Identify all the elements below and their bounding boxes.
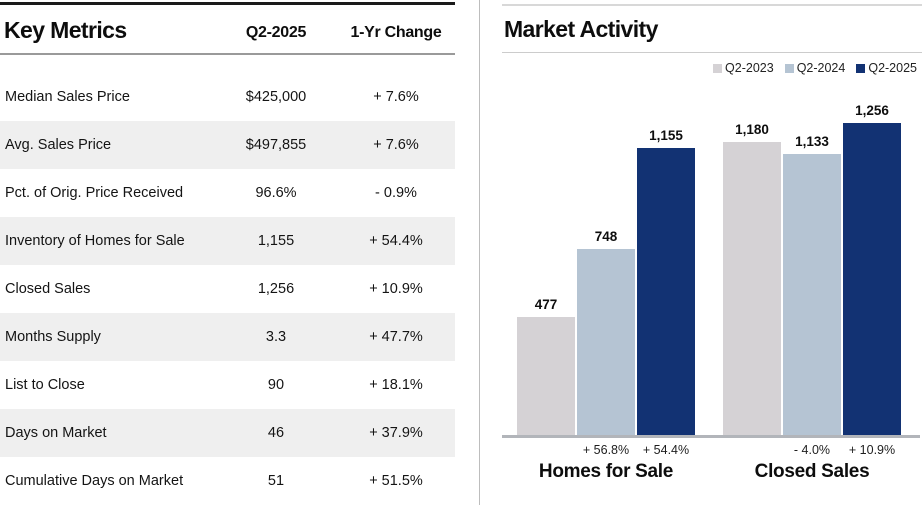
group-label-block: - 4.0% + 10.9% Closed Sales — [723, 443, 901, 483]
bar — [577, 249, 635, 435]
metric-value: 51 — [267, 473, 285, 489]
table-row: Pct. of Orig. Price Received 96.6% - 0.9% — [0, 169, 455, 217]
metric-value: 1,155 — [257, 233, 295, 249]
key-metrics-header: Key Metrics Q2-2025 1-Yr Change — [0, 5, 455, 55]
metric-change: + 47.7% — [369, 329, 423, 345]
bar — [783, 154, 841, 435]
metric-label: Cumulative Days on Market — [5, 473, 184, 489]
metric-label: Closed Sales — [5, 281, 91, 297]
panel-divider — [479, 0, 480, 505]
bar-slot: 1,256 — [843, 103, 901, 435]
metric-label: Days on Market — [5, 425, 107, 441]
change-label — [517, 443, 575, 457]
bar-chart: 477 748 1,155 1,180 1,133 1,256 + 56.8% + 54.4… — [502, 6, 922, 506]
category-label: Closed Sales — [754, 461, 870, 482]
change-label — [723, 443, 781, 457]
metric-value: 96.6% — [255, 185, 297, 201]
legend-swatch-icon — [713, 63, 723, 73]
key-metrics-panel: Key Metrics Q2-2025 1-Yr Change Median S… — [0, 2, 455, 505]
table-row: Closed Sales 1,256 + 10.9% — [0, 265, 455, 313]
bars-area: 477 748 1,155 1,180 1,133 1,256 — [517, 6, 901, 435]
metric-label: List to Close — [5, 377, 85, 393]
market-activity-panel: Market Activity Q2-2023 Q2-2024 Q2-2025 47… — [502, 4, 922, 504]
bar-group: 477 748 1,155 — [517, 128, 695, 435]
table-row: Median Sales Price $425,000 + 7.6% — [0, 73, 455, 121]
metric-label: Months Supply — [5, 329, 101, 345]
change-label: - 4.0% — [793, 443, 831, 457]
bar-slot: 477 — [517, 297, 575, 435]
legend-swatch-icon — [784, 63, 794, 73]
table-row: Days on Market 46 + 37.9% — [0, 409, 455, 457]
bar-value-label: 1,180 — [735, 122, 769, 137]
bar-slot: 1,180 — [723, 122, 781, 435]
change-label: + 54.4% — [642, 443, 690, 457]
table-row: Cumulative Days on Market 51 + 51.5% — [0, 457, 455, 505]
bar — [723, 142, 781, 435]
legend-item: Q2-2024 — [784, 61, 846, 75]
group-label-block: + 56.8% + 54.4% Homes for Sale — [517, 443, 695, 483]
legend-swatch-icon — [856, 63, 866, 73]
table-row: List to Close 90 + 18.1% — [0, 361, 455, 409]
bar-slot: 1,133 — [783, 134, 841, 435]
metric-change: + 37.9% — [369, 425, 423, 441]
bar-value-label: 477 — [534, 297, 558, 312]
bar-slot: 1,155 — [637, 128, 695, 435]
bar — [843, 123, 901, 435]
legend-item: Q2-2023 — [713, 61, 774, 75]
bar — [517, 317, 575, 435]
metric-change: + 18.1% — [369, 377, 423, 393]
bar-group: 1,180 1,133 1,256 — [723, 103, 901, 435]
market-activity-title: Market Activity — [504, 16, 658, 42]
axis-labels-area: + 56.8% + 54.4% Homes for Sale - 4.0% + 10.9… — [517, 443, 901, 483]
key-metrics-table: Median Sales Price $425,000 + 7.6% Avg. Sal… — [0, 73, 455, 505]
metric-value: $425,000 — [245, 89, 307, 105]
metric-label: Median Sales Price — [5, 89, 130, 105]
change-label: + 56.8% — [582, 443, 630, 457]
metric-value: $497,855 — [245, 137, 307, 153]
bar-value-label: 1,256 — [855, 103, 889, 118]
metric-value: 3.3 — [265, 329, 287, 345]
bar-value-label: 748 — [594, 229, 618, 244]
bar-slot: 748 — [577, 229, 635, 435]
metric-change: - 0.9% — [375, 185, 417, 201]
legend-label: Q2-2025 — [868, 61, 917, 75]
metric-value: 90 — [267, 377, 285, 393]
bar — [637, 148, 695, 435]
bar-value-label: 1,133 — [795, 134, 829, 149]
metric-change: + 7.6% — [373, 137, 419, 153]
change-label: + 10.9% — [848, 443, 896, 457]
metric-value: 46 — [267, 425, 285, 441]
metric-label: Avg. Sales Price — [5, 137, 112, 153]
category-label: Homes for Sale — [538, 461, 674, 482]
metric-change: + 51.5% — [369, 473, 423, 489]
legend-label: Q2-2024 — [796, 61, 846, 75]
table-row: Inventory of Homes for Sale 1,155 + 54.4% — [0, 217, 455, 265]
metric-change: + 7.6% — [373, 89, 419, 105]
change-label-row: - 4.0% + 10.9% — [723, 443, 901, 457]
x-axis-line — [502, 435, 920, 438]
metric-label: Inventory of Homes for Sale — [5, 233, 185, 249]
bar-value-label: 1,155 — [649, 128, 683, 143]
table-row: Avg. Sales Price $497,855 + 7.6% — [0, 121, 455, 169]
legend-item: Q2-2025 — [856, 61, 917, 75]
key-metrics-title: Key Metrics — [4, 17, 127, 43]
metric-change: + 10.9% — [369, 281, 423, 297]
legend-label: Q2-2023 — [725, 61, 774, 75]
change-label-row: + 56.8% + 54.4% — [517, 443, 695, 457]
column-header-q2-2025: Q2-2025 — [245, 24, 307, 41]
column-header-1yr-change: 1-Yr Change — [350, 24, 442, 41]
metric-change: + 54.4% — [369, 233, 423, 249]
metric-value: 1,256 — [257, 281, 295, 297]
table-row: Months Supply 3.3 + 47.7% — [0, 313, 455, 361]
metric-label: Pct. of Orig. Price Received — [5, 185, 184, 201]
chart-legend: Q2-2023 Q2-2024 Q2-2025 — [713, 61, 917, 75]
market-activity-header: Market Activity — [502, 6, 922, 53]
